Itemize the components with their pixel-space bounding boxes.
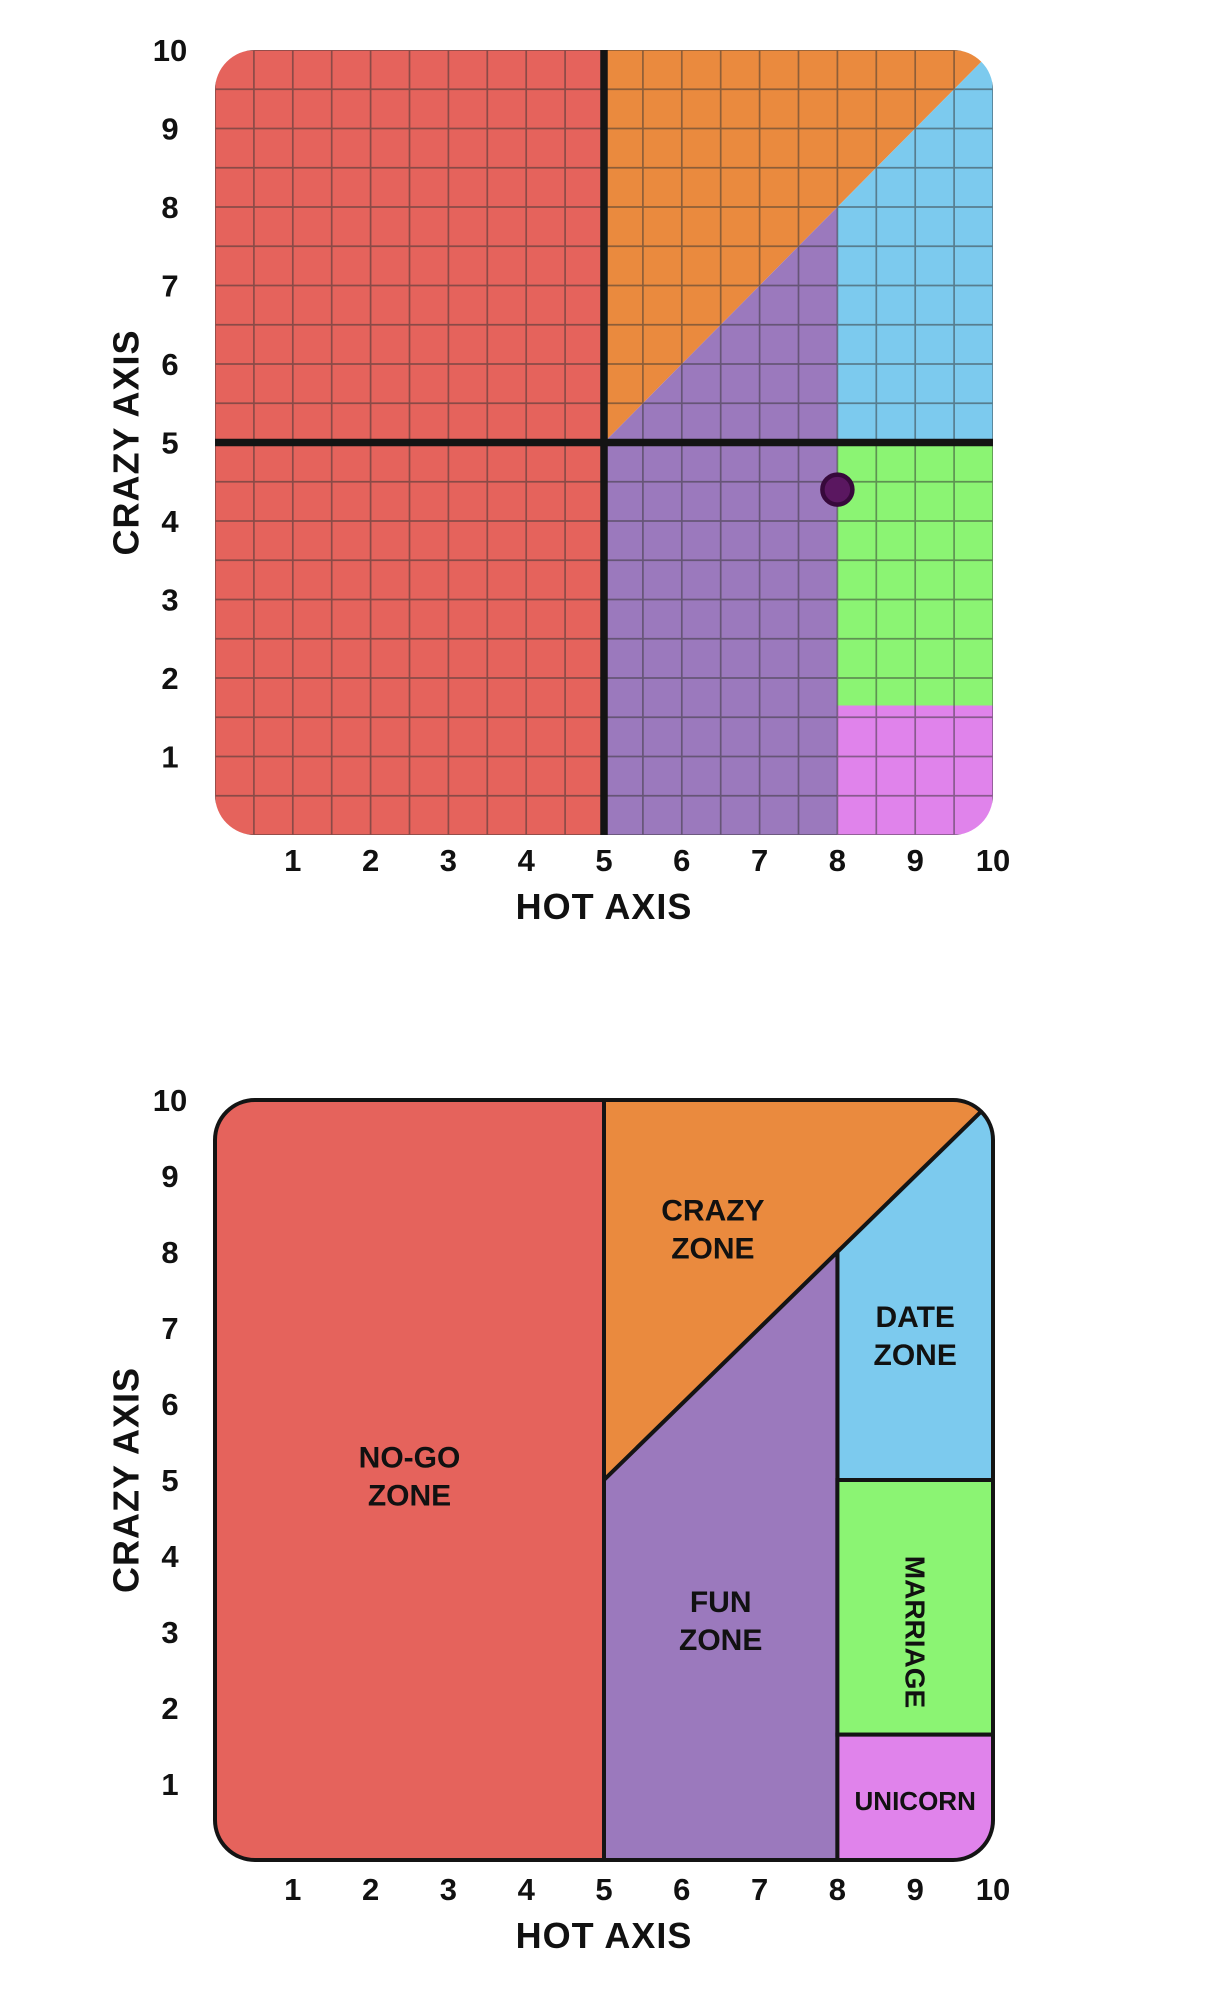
unicorn-zone-label-line: UNICORN bbox=[855, 1786, 976, 1816]
x-tick-label: 5 bbox=[595, 843, 612, 878]
y-tick-label: 5 bbox=[161, 1463, 178, 1498]
x-tick-label: 5 bbox=[595, 1872, 612, 1907]
y-tick-label: 4 bbox=[161, 504, 179, 539]
x-tick-label: 2 bbox=[362, 1872, 379, 1907]
fun-zone-label-line: ZONE bbox=[679, 1624, 762, 1657]
date-zone-label-line: ZONE bbox=[874, 1339, 957, 1372]
y-axis-title: CRAZY AXIS bbox=[106, 329, 147, 555]
x-tick-label: 9 bbox=[907, 1872, 924, 1907]
no-go-zone-label: NO-GO ZONE bbox=[359, 1442, 461, 1513]
y-tick-label: 3 bbox=[161, 1615, 178, 1650]
y-tick-label: 3 bbox=[161, 582, 178, 617]
x-tick-label: 7 bbox=[751, 1872, 768, 1907]
y-tick-label: 6 bbox=[161, 1387, 178, 1422]
unicorn-zone-label: UNICORN bbox=[855, 1786, 976, 1816]
no-go-zone-label-line: NO-GO bbox=[359, 1442, 461, 1475]
y-tick-label: 4 bbox=[161, 1539, 179, 1574]
x-tick-label: 6 bbox=[673, 1872, 690, 1907]
x-tick-label: 7 bbox=[751, 843, 768, 878]
x-axis-title: HOT AXIS bbox=[516, 1915, 693, 1956]
fun-zone-label-line: FUN bbox=[690, 1586, 752, 1619]
x-tick-label: 8 bbox=[829, 1872, 846, 1907]
zone-fun bbox=[602, 1247, 840, 1860]
y-tick-label: 2 bbox=[161, 661, 178, 696]
x-tick-label: 1 bbox=[284, 843, 301, 878]
data-point bbox=[820, 472, 855, 507]
chart-hot-crazy-matrix-zones: NO-GO ZONE CRAZY ZONE DATE ZONE FUN ZONE MARRIAG… bbox=[106, 1083, 1011, 1956]
chart-hot-crazy-matrix-grid: 1 2 3 4 5 6 7 8 9 10 1 2 3 4 5 6 7 8 9 10 HOT AXIS CRAZY AXIS bbox=[106, 33, 1011, 927]
y-tick-label: 5 bbox=[161, 425, 178, 460]
x-tick-label: 2 bbox=[362, 843, 379, 878]
date-zone-label-line: DATE bbox=[875, 1301, 954, 1334]
y-tick-label: 9 bbox=[161, 1159, 178, 1194]
plot-area bbox=[215, 50, 993, 835]
y-tick-label: 10 bbox=[153, 33, 187, 68]
x-axis-title: HOT AXIS bbox=[516, 886, 693, 927]
y-tick-label: 6 bbox=[161, 347, 178, 382]
crazy-zone-label-line: ZONE bbox=[671, 1233, 754, 1266]
y-tick-label: 1 bbox=[161, 1767, 178, 1802]
x-tick-label: 9 bbox=[907, 843, 924, 878]
crazy-zone-label: CRAZY ZONE bbox=[661, 1195, 764, 1266]
fun-zone-label: FUN ZONE bbox=[679, 1586, 762, 1657]
no-go-zone-label-line: ZONE bbox=[368, 1480, 451, 1513]
marriage-zone-label-line: MARRIAGE bbox=[899, 1556, 930, 1708]
y-tick-label: 10 bbox=[153, 1083, 187, 1118]
plot-border bbox=[213, 1098, 995, 1862]
y-tick-label: 8 bbox=[161, 1235, 178, 1270]
x-tick-label: 3 bbox=[440, 843, 457, 878]
crazy-zone-label-line: CRAZY bbox=[661, 1195, 764, 1228]
y-tick-label: 7 bbox=[161, 268, 178, 303]
y-tick-label: 9 bbox=[161, 111, 178, 146]
y-tick-label: 1 bbox=[161, 739, 178, 774]
x-tick-label: 3 bbox=[440, 1872, 457, 1907]
x-tick-label: 10 bbox=[976, 1872, 1010, 1907]
x-tick-label: 8 bbox=[829, 843, 846, 878]
y-axis-title: CRAZY AXIS bbox=[106, 1367, 147, 1593]
y-tick-label: 2 bbox=[161, 1691, 178, 1726]
zone-unicorn bbox=[835, 1732, 993, 1860]
x-tick-label: 10 bbox=[976, 843, 1010, 878]
x-tick-label: 6 bbox=[673, 843, 690, 878]
marriage-zone-label: MARRIAGE bbox=[899, 1556, 930, 1708]
x-tick-label: 4 bbox=[518, 843, 536, 878]
x-tick-label: 1 bbox=[284, 1872, 301, 1907]
y-tick-label: 7 bbox=[161, 1311, 178, 1346]
plot-area bbox=[215, 1100, 993, 1860]
y-tick-label: 8 bbox=[161, 190, 178, 225]
x-tick-label: 4 bbox=[518, 1872, 536, 1907]
zone-no-go bbox=[215, 1100, 606, 1860]
date-zone-label: DATE ZONE bbox=[874, 1301, 957, 1372]
